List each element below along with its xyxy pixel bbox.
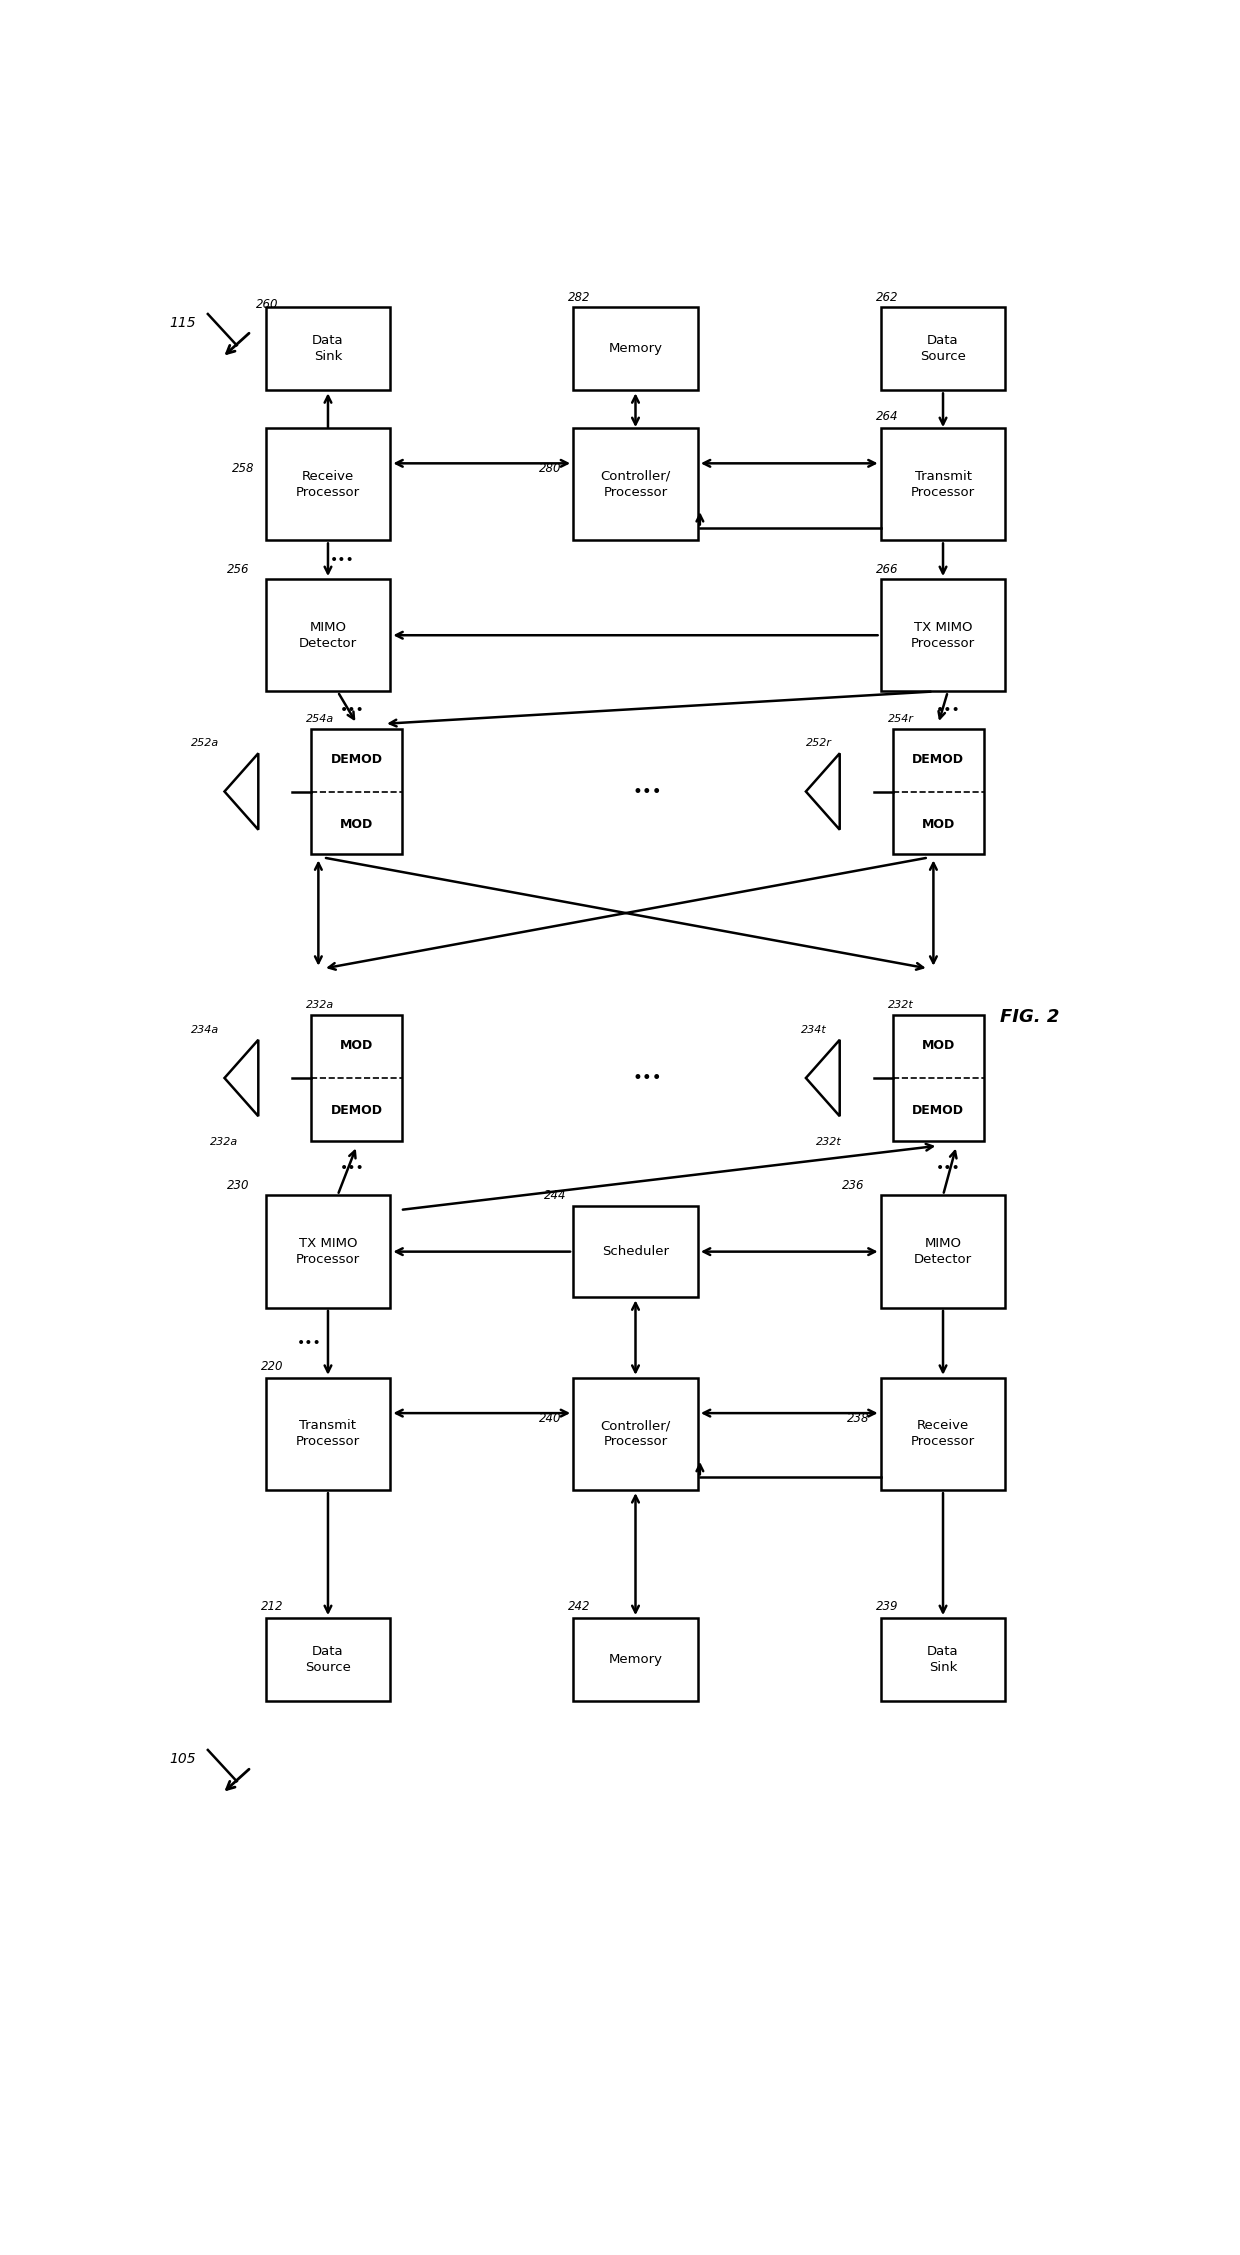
Text: 115: 115 [170, 316, 196, 329]
FancyBboxPatch shape [880, 428, 1006, 541]
FancyBboxPatch shape [265, 428, 391, 541]
Text: Memory: Memory [609, 343, 662, 356]
Text: MOD: MOD [921, 819, 955, 830]
Text: Transmit
Processor: Transmit Processor [296, 1418, 360, 1448]
Text: 262: 262 [875, 291, 898, 304]
Text: MOD: MOD [340, 819, 373, 830]
Text: 234a: 234a [191, 1024, 219, 1035]
Text: MIMO
Detector: MIMO Detector [299, 620, 357, 649]
FancyBboxPatch shape [880, 307, 1006, 390]
FancyBboxPatch shape [265, 580, 391, 692]
Text: 254a: 254a [306, 715, 335, 724]
Text: 264: 264 [875, 410, 898, 424]
Text: 232t: 232t [816, 1137, 842, 1148]
FancyBboxPatch shape [311, 728, 403, 855]
FancyBboxPatch shape [573, 307, 698, 390]
Text: 220: 220 [260, 1360, 283, 1373]
FancyBboxPatch shape [573, 428, 698, 541]
Text: 232t: 232t [888, 1001, 914, 1010]
Text: 260: 260 [255, 298, 279, 311]
Text: 234t: 234t [801, 1024, 827, 1035]
Text: 252a: 252a [191, 737, 219, 749]
Text: Scheduler: Scheduler [601, 1245, 670, 1258]
Text: TX MIMO
Processor: TX MIMO Processor [296, 1238, 360, 1265]
FancyBboxPatch shape [265, 1619, 391, 1700]
FancyBboxPatch shape [265, 307, 391, 390]
Text: 280: 280 [539, 462, 562, 476]
Text: 256: 256 [227, 564, 249, 575]
Text: Transmit
Processor: Transmit Processor [911, 469, 975, 498]
Text: Receive
Processor: Receive Processor [296, 469, 360, 498]
Text: Data
Sink: Data Sink [928, 1646, 959, 1673]
Text: DEMOD: DEMOD [331, 1105, 383, 1116]
Text: Data
Sink: Data Sink [312, 334, 343, 363]
Text: 266: 266 [875, 564, 898, 575]
Text: 232a: 232a [306, 1001, 335, 1010]
Text: Data
Source: Data Source [305, 1646, 351, 1673]
Text: MOD: MOD [921, 1040, 955, 1053]
FancyBboxPatch shape [880, 580, 1006, 692]
FancyBboxPatch shape [265, 1378, 391, 1491]
Text: 242: 242 [568, 1599, 590, 1612]
Text: •••: ••• [935, 1161, 960, 1175]
Text: 252r: 252r [806, 737, 832, 749]
Text: 254r: 254r [888, 715, 914, 724]
FancyBboxPatch shape [893, 1015, 983, 1141]
Text: •••: ••• [935, 704, 960, 717]
Text: DEMOD: DEMOD [913, 753, 965, 764]
Text: Receive
Processor: Receive Processor [911, 1418, 975, 1448]
Text: 244: 244 [544, 1188, 567, 1202]
Text: •••: ••• [340, 704, 365, 717]
Text: MIMO
Detector: MIMO Detector [914, 1238, 972, 1265]
FancyBboxPatch shape [880, 1195, 1006, 1308]
Text: FIG. 2: FIG. 2 [999, 1008, 1059, 1026]
Text: Controller/
Processor: Controller/ Processor [600, 1418, 671, 1448]
FancyBboxPatch shape [880, 1378, 1006, 1491]
Text: •••: ••• [330, 552, 355, 566]
Text: 105: 105 [170, 1752, 196, 1766]
Text: DEMOD: DEMOD [331, 753, 383, 764]
FancyBboxPatch shape [893, 728, 983, 855]
FancyBboxPatch shape [573, 1619, 698, 1700]
FancyBboxPatch shape [880, 1619, 1006, 1700]
Text: 239: 239 [875, 1599, 898, 1612]
FancyBboxPatch shape [573, 1378, 698, 1491]
Text: Controller/
Processor: Controller/ Processor [600, 469, 671, 498]
Text: 258: 258 [232, 462, 254, 476]
Text: MOD: MOD [340, 1040, 373, 1053]
Text: 238: 238 [847, 1412, 869, 1425]
Text: •••: ••• [632, 782, 662, 801]
Text: 230: 230 [227, 1179, 249, 1193]
Text: DEMOD: DEMOD [913, 1105, 965, 1116]
Text: 236: 236 [842, 1179, 864, 1193]
Text: Data
Source: Data Source [920, 334, 966, 363]
Text: TX MIMO
Processor: TX MIMO Processor [911, 620, 975, 649]
Text: 212: 212 [260, 1599, 283, 1612]
FancyBboxPatch shape [265, 1195, 391, 1308]
Text: 282: 282 [568, 291, 590, 304]
Text: •••: ••• [340, 1161, 365, 1175]
Text: •••: ••• [296, 1335, 321, 1351]
Text: •••: ••• [632, 1069, 662, 1087]
Text: 240: 240 [539, 1412, 562, 1425]
FancyBboxPatch shape [311, 1015, 403, 1141]
FancyBboxPatch shape [573, 1206, 698, 1297]
Text: 232a: 232a [211, 1137, 238, 1148]
Text: Memory: Memory [609, 1653, 662, 1666]
